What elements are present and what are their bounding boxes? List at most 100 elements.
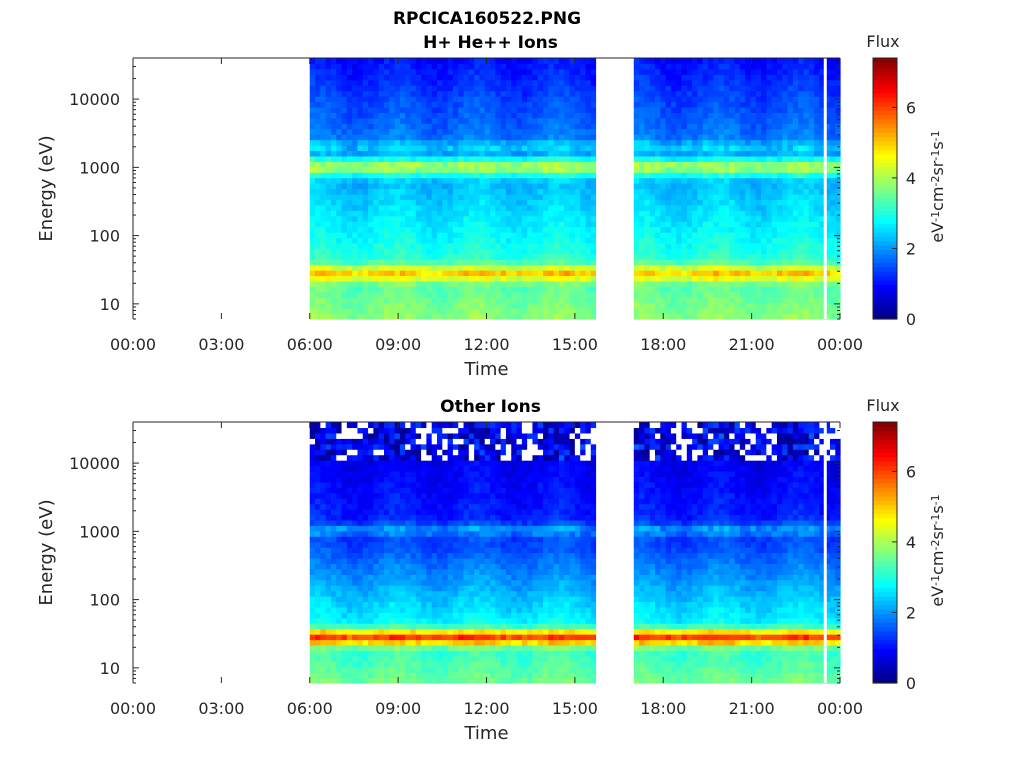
heatmap-cell [426,264,433,271]
heatmap-cell [511,204,518,211]
heatmap-cell [495,264,502,271]
heatmap-cell [558,253,565,260]
heatmap-cell [639,308,645,315]
heatmap-cell [585,172,592,179]
heatmap-cell [521,155,528,162]
heatmap-cell [771,291,778,298]
heatmap-cell [835,183,841,190]
heatmap-cell [771,308,778,315]
heatmap-cell [484,161,491,168]
heatmap-cell [352,270,359,277]
heatmap-cell [410,275,417,282]
heatmap-cell [309,90,316,97]
heatmap-cell [723,63,730,70]
heatmap-cell [681,199,688,206]
heatmap-cell [468,308,475,315]
heatmap-cell [505,150,512,157]
heatmap-cell [431,193,438,200]
heatmap-cell [771,155,778,162]
heatmap-cell [474,150,481,157]
heatmap-cell [713,183,720,190]
heatmap-cell [421,161,427,168]
heatmap-cell [500,58,507,65]
heatmap-cell [670,286,677,293]
heatmap-cell [532,259,539,266]
heatmap-cell [585,215,592,222]
heatmap-cell [649,308,656,315]
heatmap-cell [580,237,587,244]
heatmap-cell [681,302,688,309]
heatmap-cell [315,270,321,277]
heatmap-cell [341,476,348,483]
heatmap-cell [399,150,406,157]
heatmap-cell [373,275,380,282]
heatmap-cell [447,226,454,233]
heatmap-cell [320,422,327,429]
heatmap-cell [474,199,481,206]
colorbar-segment [873,105,897,111]
heatmap-cell [776,204,783,211]
heatmap-cell [750,101,757,108]
heatmap-cell [447,286,454,293]
heatmap-cell [665,242,672,249]
heatmap-cell [543,139,549,146]
heatmap-cell [755,237,762,244]
heatmap-cell [676,199,683,206]
heatmap-cell [383,242,390,249]
heatmap-cell [739,106,746,113]
heatmap-cell [564,177,571,184]
heatmap-cell [484,264,491,271]
heatmap-cell [761,193,767,200]
heatmap-cell [824,232,831,239]
heatmap-cell [708,123,714,130]
heatmap-cell [447,155,454,162]
heatmap-cell [357,302,364,309]
heatmap-cell [543,166,549,173]
heatmap-cell [798,221,805,228]
heatmap-cell [346,123,353,130]
heatmap-cell [490,134,496,141]
heatmap-cell [718,58,725,65]
colorbar-segment [873,162,897,168]
heatmap-cell [320,313,327,320]
heatmap-cell [437,63,443,70]
heatmap-cell [718,313,725,320]
heatmap-cell [442,264,449,271]
heatmap-cell [665,177,672,184]
heatmap-cell [341,470,348,477]
heatmap-cell [452,150,459,157]
heatmap-cell [442,128,449,135]
heatmap-cell [808,101,815,108]
heatmap-cell [766,85,773,92]
heatmap-cell [352,232,359,239]
heatmap-cell [320,644,327,651]
heatmap-cell [761,308,767,315]
heatmap-cell [670,270,677,277]
heatmap-cell [702,275,709,282]
heatmap-cell [383,63,390,70]
heatmap-cell [415,308,422,315]
heatmap-cell [692,204,699,211]
heatmap-cell [495,199,502,206]
heatmap-cell [580,123,587,130]
heatmap-cell [447,172,454,179]
heatmap-cell [590,204,597,211]
heatmap-cell [803,221,810,228]
heatmap-cell [660,221,667,228]
heatmap-cell [442,259,449,266]
heatmap-cell [330,297,337,304]
heatmap-cell [692,302,699,309]
heatmap-cell [798,68,805,75]
heatmap-cell [633,172,640,179]
heatmap-cell [368,248,374,255]
heatmap-cell [394,264,401,271]
heatmap-cell [553,226,560,233]
heatmap-cell [468,101,475,108]
heatmap-cell [410,85,417,92]
heatmap-cell [750,166,757,173]
heatmap-cell [410,101,417,108]
heatmap-cell [697,286,704,293]
heatmap-cell [500,242,507,249]
heatmap-cell [405,161,412,168]
heatmap-cell [315,465,321,472]
